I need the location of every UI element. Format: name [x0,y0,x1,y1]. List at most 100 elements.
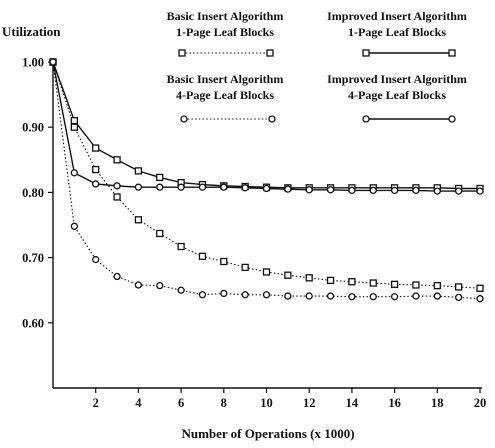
data-point [476,187,484,195]
y-tick-label: 1.00 [22,56,44,70]
data-point [113,156,121,164]
data-point [220,289,228,298]
data-point [177,183,185,191]
data-point [177,242,185,251]
series-basic-4page [49,58,484,303]
legend-label-line: Basic Insert Algorithm [167,72,284,86]
data-point [412,186,420,195]
data-point [198,183,207,191]
series-layer [49,58,484,303]
data-point [305,186,313,194]
data-point [369,293,377,301]
data-point [369,186,377,195]
data-point [113,182,121,190]
legend-label-line: 1-Page Leaf Blocks [348,25,446,39]
legend-label-line: Basic Insert Algorithm [167,9,284,23]
data-point [177,286,185,294]
data-point [284,185,292,193]
data-point [433,292,441,300]
legend-label-line: 4-Page Leaf Blocks [176,88,274,102]
data-point [70,123,78,131]
legend-label-line: 1-Page Leaf Blocks [176,25,274,39]
x-tick-label: 12 [303,396,316,410]
x-tick-label: 6 [178,396,184,410]
data-point [156,173,164,182]
legend-marker [178,49,186,57]
y-tick-label: 0.70 [22,251,44,265]
data-point [92,165,100,174]
data-point [241,291,249,299]
legend-entry-basic-1page: Basic Insert Algorithm 1-Page Leaf Blocks [167,9,284,57]
data-point [262,184,271,193]
data-point [156,183,164,191]
data-point [262,268,271,276]
data-point [156,229,164,238]
data-point [198,291,207,299]
legend-marker [266,49,274,57]
data-point [92,255,100,264]
data-point [70,117,78,125]
data-point [49,58,57,66]
data-point [454,187,463,195]
legend-entry-basic-4page: Basic Insert Algorithm 4-Page Leaf Blocks [167,72,284,123]
data-point [284,271,292,279]
legend-marker [180,115,188,123]
data-point [326,292,335,300]
data-point [390,293,399,301]
series-basic-1page [49,58,484,292]
data-point [284,292,292,300]
data-point [390,280,399,288]
data-point [433,281,441,290]
x-tick-label: 14 [346,396,359,410]
data-point [305,274,313,282]
x-tick-label: 18 [431,396,444,410]
x-tick-label: 20 [474,396,487,410]
x-tick-label: 2 [93,396,99,410]
data-point [305,292,313,300]
y-tick-label: 0.80 [22,186,44,200]
data-point [198,252,207,260]
data-point [241,184,249,192]
data-point [412,292,420,300]
data-point [326,276,335,285]
x-tick-label: 8 [221,396,227,410]
legend: Basic Insert Algorithm 1-Page Leaf Blocks… [167,9,467,123]
data-point [369,279,377,287]
legend-label-line: 4-Page Leaf Blocks [348,88,446,102]
legend-marker [268,115,276,123]
legend-entry-improved-1page: Improved Insert Algorithm 1-Page Leaf Blo… [327,9,467,57]
x-tick-label: 16 [388,396,401,410]
legend-marker [362,115,370,123]
data-point [476,295,484,303]
legend-label-line: Improved Insert Algorithm [327,72,467,86]
data-point [70,169,78,177]
data-point [348,278,356,286]
x-tick-label: 4 [135,396,142,410]
data-point [134,167,143,175]
data-point [113,272,121,281]
data-point [390,186,399,195]
y-tick-label: 0.90 [22,121,44,135]
data-point [220,183,228,191]
data-point [412,281,420,289]
data-point [134,183,143,191]
data-point [134,216,143,224]
data-point [241,263,249,272]
legend-marker [448,115,456,123]
data-point [134,281,143,289]
data-point [454,293,463,302]
x-axis-label: Number of Operations (x 1000) [181,426,354,441]
data-point [92,144,100,152]
legend-marker [362,49,370,57]
data-point [348,293,356,301]
legend-marker [448,49,456,57]
data-point [70,222,78,230]
x-tick-label: 10 [260,396,273,410]
legend-label-line: Improved Insert Algorithm [327,9,467,23]
legend-entry-improved-4page: Improved Insert Algorithm 4-Page Leaf Blo… [327,72,467,123]
y-axis-label: Utilization [2,24,61,39]
data-point [348,186,356,195]
data-point [92,180,100,188]
